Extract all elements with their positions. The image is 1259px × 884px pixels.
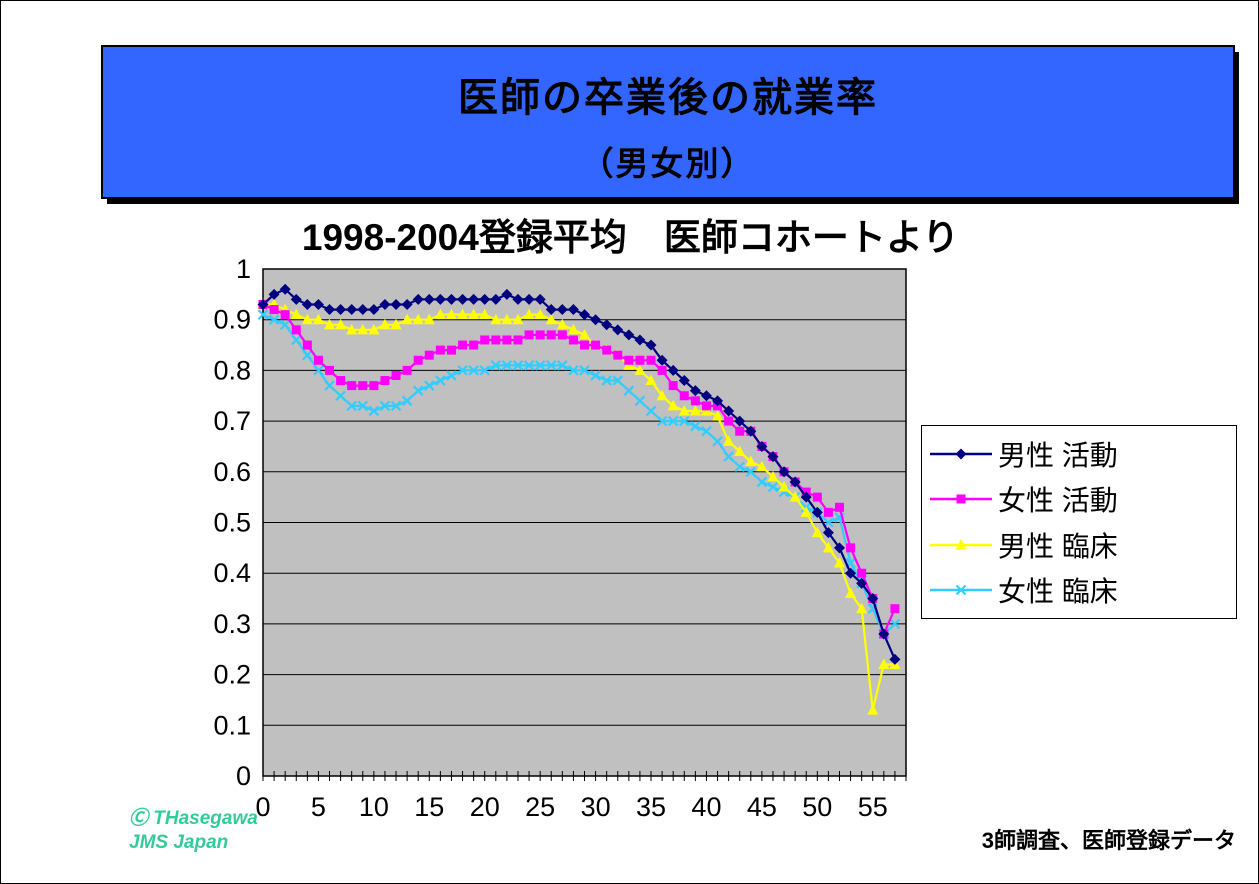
svg-text:50: 50 bbox=[802, 792, 832, 822]
svg-text:0.9: 0.9 bbox=[213, 305, 251, 335]
svg-text:45: 45 bbox=[747, 792, 777, 822]
chart-legend: 男性 活動 女性 活動 男性 臨床 女性 臨床 bbox=[921, 425, 1237, 619]
svg-text:0.8: 0.8 bbox=[213, 355, 251, 385]
chart-area: 0 0.1 0.2 0.3 0.4 0.5 0.6 0.7 0.8 0.9 1 0 5 10 15 20 25 3… bbox=[171, 253, 931, 837]
svg-text:0.5: 0.5 bbox=[213, 508, 251, 538]
copyright-line1: Ⓒ THasegawa bbox=[129, 808, 258, 829]
svg-text:40: 40 bbox=[691, 792, 721, 822]
svg-text:0.6: 0.6 bbox=[213, 457, 251, 487]
svg-text:0.3: 0.3 bbox=[213, 609, 251, 639]
chart-canvas: 00.10.20.30.40.50.60.70.80.910 5 10 15 20 25 3… bbox=[213, 254, 907, 822]
slide-title-gender: （男女別） bbox=[580, 145, 756, 182]
svg-text:20: 20 bbox=[470, 792, 500, 822]
svg-text:1: 1 bbox=[236, 254, 251, 284]
legend-label-male-active: 男性 活動 bbox=[998, 439, 1118, 471]
svg-text:15: 15 bbox=[414, 792, 444, 822]
svg-text:10: 10 bbox=[359, 792, 389, 822]
svg-text:55: 55 bbox=[858, 792, 888, 822]
svg-text:25: 25 bbox=[525, 792, 555, 822]
svg-text:0: 0 bbox=[236, 761, 251, 791]
data-source-note: 3師調査、医師登録データ bbox=[981, 828, 1236, 853]
legend-sample-male-active-icon bbox=[930, 448, 992, 460]
legend-sample-male-clinical-icon bbox=[930, 538, 992, 550]
legend-label-female-clinical: 女性 臨床 bbox=[998, 576, 1118, 608]
svg-text:0.1: 0.1 bbox=[213, 710, 251, 740]
legend-label-male-clinical: 男性 臨床 bbox=[998, 530, 1118, 562]
slide-title: 医師の卒業後の就業率 bbox=[458, 76, 878, 120]
legend-item-male-clinical: 男性 臨床 bbox=[928, 525, 1230, 565]
copyright-credit: Ⓒ THasegawa JMS Japan bbox=[129, 807, 258, 855]
svg-text:35: 35 bbox=[636, 792, 666, 822]
legend-label-female-active: 女性 活動 bbox=[998, 485, 1118, 517]
svg-text:0.2: 0.2 bbox=[213, 660, 251, 690]
svg-text:30: 30 bbox=[581, 792, 611, 822]
legend-sample-female-clinical-icon bbox=[930, 585, 992, 596]
svg-text:0.4: 0.4 bbox=[213, 558, 251, 588]
legend-item-male-active: 男性 活動 bbox=[928, 434, 1230, 474]
svg-text:0: 0 bbox=[255, 792, 270, 822]
legend-item-female-clinical: 女性 臨床 bbox=[928, 570, 1230, 610]
copyright-line2: JMS Japan bbox=[129, 832, 229, 853]
legend-item-female-active: 女性 活動 bbox=[928, 479, 1230, 519]
chart-title: 1998-2004登録平均 医師コホートより bbox=[301, 217, 960, 258]
svg-text:0.7: 0.7 bbox=[213, 406, 251, 436]
svg-text:5: 5 bbox=[311, 792, 326, 822]
title-banner: 医師の卒業後の就業率 （男女別） bbox=[101, 45, 1235, 199]
legend-sample-female-active-icon bbox=[930, 494, 992, 504]
